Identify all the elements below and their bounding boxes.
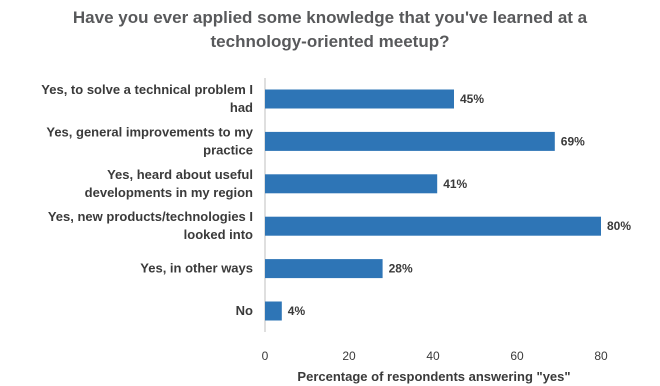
bar-1 (265, 131, 555, 151)
data-label-3: 80% (607, 219, 631, 233)
category-label-3-0: Yes, new products/technologies I (48, 209, 253, 224)
category-label-0-1: had (230, 100, 253, 115)
data-label-1: 69% (561, 134, 585, 148)
bar-3 (265, 216, 601, 236)
x-tick-label-3: 60 (510, 349, 524, 363)
category-label-2-0: Yes, heard about useful (107, 167, 253, 182)
x-tick-label-0: 0 (262, 349, 269, 363)
category-label-1-0: Yes, general improvements to my (46, 124, 253, 139)
category-label-0-0: Yes, to solve a technical problem I (41, 82, 253, 97)
x-axis-title: Percentage of respondents answering "yes… (297, 369, 570, 384)
category-label-4-0: Yes, in other ways (140, 261, 253, 276)
data-label-5: 4% (288, 304, 306, 318)
x-tick-label-2: 40 (426, 349, 440, 363)
x-tick-label-4: 80 (594, 349, 608, 363)
chart-title: Have you ever applied some knowledge tha… (0, 6, 660, 54)
data-label-4: 28% (389, 262, 413, 276)
bar-5 (265, 301, 282, 321)
data-label-0: 45% (460, 92, 484, 106)
data-label-2: 41% (443, 177, 467, 191)
bar-2 (265, 174, 438, 194)
bar-4 (265, 259, 383, 279)
bar-0 (265, 89, 454, 109)
x-tick-label-1: 20 (342, 349, 356, 363)
category-label-5-0: No (236, 303, 253, 318)
category-label-2-1: developments in my region (85, 185, 253, 200)
chart-title-line-1: Have you ever applied some knowledge tha… (72, 8, 588, 27)
category-label-1-1: practice (203, 142, 253, 157)
category-label-3-1: looked into (184, 227, 253, 242)
chart-title-line-2: technology-oriented meetup? (210, 32, 450, 51)
